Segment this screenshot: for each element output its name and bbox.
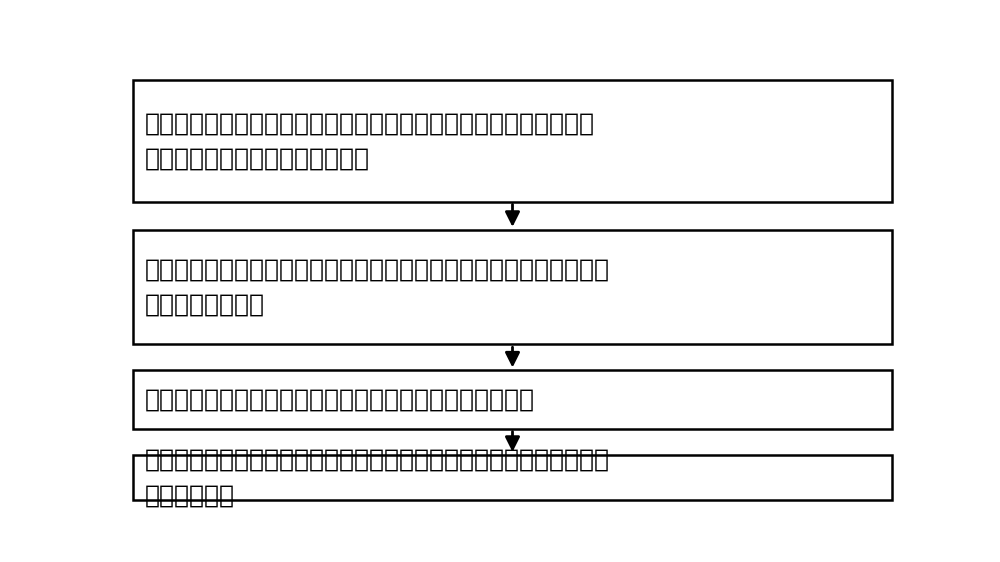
Bar xyxy=(133,80,892,202)
Text: 第四步：利用各因子矩阵和信号参数的对应关系，对目标角度和功率进
行求解和匹配: 第四步：利用各因子矩阵和信号参数的对应关系，对目标角度和功率进 行求解和匹配 xyxy=(144,448,609,507)
Bar xyxy=(133,370,892,429)
Text: 第二步：将多快拍虚拟信号矩阵重排为初始化张量，通过张量核范数最
小化补全张量数据: 第二步：将多快拍虚拟信号矩阵重排为初始化张量，通过张量核范数最 小化补全张量数据 xyxy=(144,257,609,317)
Text: 第一步：向量化接收信号协方差得到虚拟信号，进行初始化内插，并
重排为初始化多快拍虚拟信号矩阵: 第一步：向量化接收信号协方差得到虚拟信号，进行初始化内插，并 重排为初始化多快拍… xyxy=(144,111,594,171)
Text: 第三步：对补全后的张量数据进行分解，得到三个因子矩阵: 第三步：对补全后的张量数据进行分解，得到三个因子矩阵 xyxy=(144,388,534,411)
Bar xyxy=(133,455,892,500)
Bar xyxy=(133,230,892,345)
